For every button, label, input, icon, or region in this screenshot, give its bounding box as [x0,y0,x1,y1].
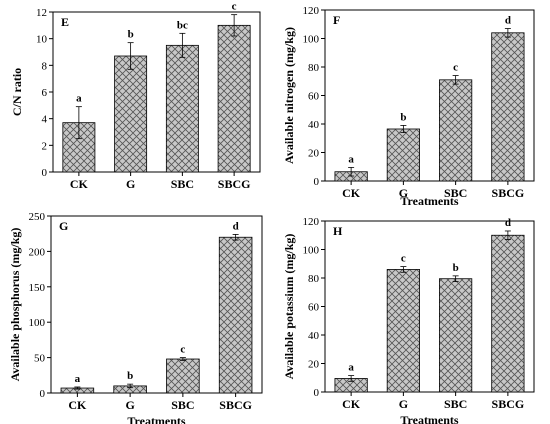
significance-label: c [401,253,406,265]
significance-label: b [128,29,134,41]
y-tick-label: 6 [42,87,48,99]
y-tick-label: 100 [303,34,320,46]
y-tick-label: 0 [42,167,48,179]
plot-frame [50,215,263,394]
bar-sbc [165,44,199,173]
x-tick-label: SBCG [219,398,252,412]
x-tick-label: G [399,397,408,411]
significance-label: d [233,220,239,232]
significance-label: a [348,153,354,165]
y-tick-label: 200 [29,246,46,258]
y-tick-label: 120 [303,5,320,17]
chart-panel-h: H 0 20 40 60 80 100 120 Available potassium (mg/… [282,216,535,424]
y-tick-label: 80 [308,62,320,74]
y-tick-label: 150 [29,282,46,294]
x-tick-label: SBC [444,397,467,411]
significance-label: a [75,373,81,385]
y-tick-label: 20 [308,148,320,160]
y-tick-label: 50 [34,353,46,365]
x-tick-label: SBCG [218,177,251,191]
y-tick-label: 0 [314,176,320,188]
y-tick-label: 80 [308,273,320,285]
y-tick-label: 12 [36,7,47,19]
y-axis-label: C/N ratio [10,68,24,116]
x-tick-label: CK [342,397,361,411]
y-axis-label: Available phosphorus (mg/kg) [8,228,22,382]
bar-g [114,55,148,173]
bar-sbc [439,278,473,393]
y-tick-label: 8 [42,60,48,72]
x-tick-label: CK [68,398,87,412]
significance-label: c [180,344,185,356]
x-tick-label: G [399,186,408,200]
y-tick-label: 100 [29,317,46,329]
x-tick-label: SBCG [492,397,525,411]
significance-label: d [505,217,511,229]
x-tick-label: G [126,177,135,191]
y-tick-label: 20 [308,359,320,371]
chart-panel-g: G 0 50 100 150 200 250 Available phosphorus (mg… [8,211,263,424]
y-tick-label: 10 [36,34,48,46]
x-tick-label: SBC [171,398,194,412]
x-tick-label: G [125,398,134,412]
significance-label: a [76,93,82,105]
x-tick-label: SBC [444,186,467,200]
x-tick-label: CK [70,177,89,191]
bar-sbcg [218,236,253,394]
bar-sbc [439,79,473,182]
bar-sbc [166,358,200,394]
chart-panel-f: F 0 20 40 60 80 100 120 Available nitrogen (mg/k… [282,5,535,208]
bar-sbcg [217,24,251,173]
bar-sbcg [491,32,525,182]
x-tick-label: SBC [171,177,194,191]
x-tick-label: CK [342,186,361,200]
chart-panel-e: E 0 2 4 6 8 10 12 C/N ratio a CK b Gbc SBC c SBCG [10,1,261,191]
y-tick-label: 60 [308,91,320,103]
y-tick-label: 60 [308,302,320,314]
y-tick-label: 40 [308,330,320,342]
y-tick-label: 120 [303,216,320,228]
x-axis-label: Treatments [127,414,186,424]
x-axis-label: Treatments [400,194,459,208]
y-tick-label: 0 [314,387,320,399]
y-tick-label: 100 [303,245,320,257]
y-axis-label: Available potassium (mg/kg) [282,234,296,380]
y-axis-label: Available nitrogen (mg/kg) [282,27,296,164]
significance-label: b [127,370,133,382]
y-tick-label: 40 [308,119,320,131]
x-axis-label: Treatments [400,413,459,424]
x-tick-label: SBCG [492,186,525,200]
significance-label: b [453,262,459,274]
y-tick-label: 250 [29,211,46,223]
bar-sbcg [491,234,525,393]
bar-g [386,128,420,182]
significance-label: d [505,15,511,27]
significance-label: b [400,111,406,123]
panel-letter: E [61,15,69,29]
y-tick-label: 2 [42,140,48,152]
panel-letter: H [333,224,343,238]
y-tick-label: 0 [40,388,46,400]
panel-letter: G [59,219,68,233]
panel-letter: F [333,13,340,27]
significance-label: bc [177,19,188,31]
y-tick-label: 4 [42,114,48,126]
bar-g [386,269,420,393]
significance-label: c [232,1,237,13]
significance-label: a [348,362,354,374]
significance-label: c [453,62,458,74]
